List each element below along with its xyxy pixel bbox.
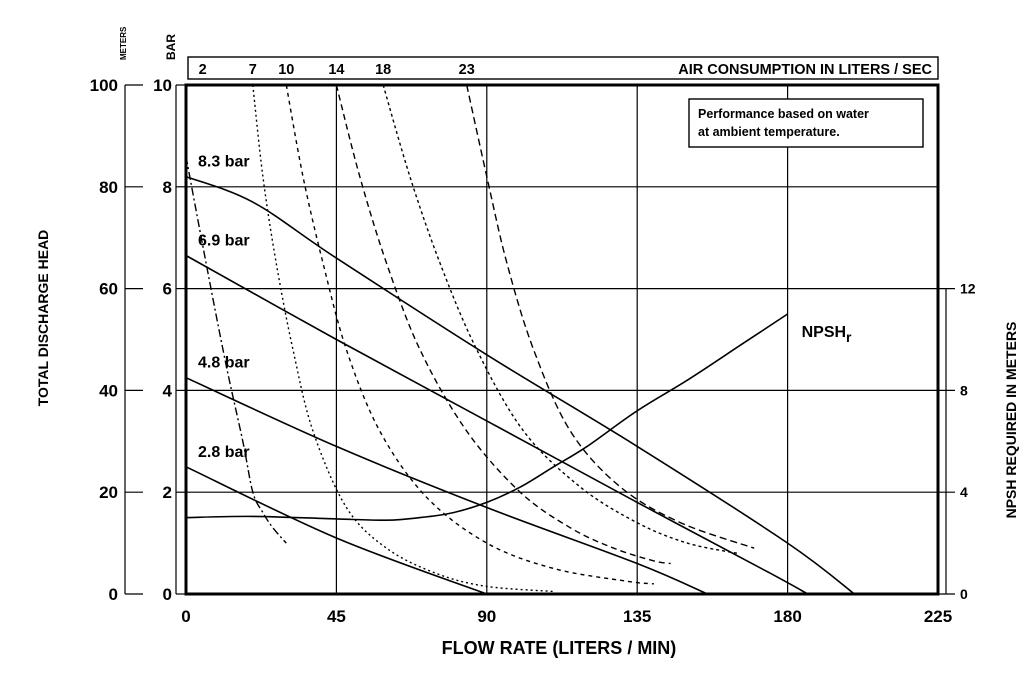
meters-tick-label: 20: [99, 483, 118, 502]
air-curve-5: [382, 84, 738, 554]
bar-tick-label: 0: [163, 585, 172, 604]
npsh-label-subscript: r: [846, 329, 852, 345]
air-consumption-title: AIR CONSUMPTION IN LITERS / SEC: [678, 62, 932, 78]
x-tick-label: 225: [924, 607, 952, 626]
performance-note-line: Performance based on water: [698, 107, 869, 121]
meters-tick-label: 100: [90, 76, 118, 95]
bar-tick-label: 8: [163, 178, 172, 197]
air-consumption-curves: [185, 84, 755, 593]
flow-rate-axis-title: FLOW RATE (LITERS / MIN): [442, 638, 677, 658]
discharge-head-axis-title: TOTAL DISCHARGE HEAD: [35, 230, 51, 407]
pressure-curve-label: 2.8 bar: [198, 444, 250, 461]
npsh-tick-label: 8: [960, 382, 968, 398]
air-consumption-label: 23: [459, 62, 475, 78]
pressure-curve-4: [185, 466, 488, 595]
pressure-curve-label: 6.9 bar: [198, 233, 250, 250]
pressure-curve-1: [185, 175, 855, 595]
npsh-label-main: NPSH: [802, 324, 846, 341]
meters-tick-label: 60: [99, 280, 118, 299]
air-consumption-label: 18: [375, 62, 391, 78]
x-tick-label: 45: [327, 607, 346, 626]
npsh-curve: [185, 313, 789, 522]
air-consumption-label: 7: [249, 62, 257, 78]
bar-unit-label: BAR: [164, 34, 178, 60]
air-consumption-strip: [187, 56, 939, 80]
x-tick-label: 180: [773, 607, 801, 626]
bar-tick-label: 2: [163, 483, 172, 502]
x-tick-label: 90: [477, 607, 496, 626]
meters-tick-label: 80: [99, 178, 118, 197]
npsh-axis-title: NPSH REQUIRED IN METERS: [1003, 322, 1019, 519]
air-curve-4: [335, 84, 671, 565]
performance-note-box: [688, 98, 924, 148]
bar-tick-label: 10: [153, 76, 172, 95]
pressure-curves: [185, 175, 855, 595]
pressure-curve-2: [185, 254, 809, 595]
x-tick-label: 135: [623, 607, 651, 626]
air-consumption-label: 2: [199, 62, 207, 78]
meters-tick-label: 40: [99, 381, 118, 400]
meters-tick-label: 0: [109, 585, 118, 604]
air-consumption-label: 14: [328, 62, 344, 78]
air-curve-6: [466, 84, 755, 549]
npsh-tick-label: 12: [960, 281, 976, 297]
frame: [124, 56, 955, 596]
air-curve-1: [185, 156, 287, 544]
labels: 8.3 bar 6.9 bar 4.8 bar 2.8 bar NPSHr 2 7 10 14 1…: [35, 26, 1019, 658]
performance-note-line: at ambient temperature.: [698, 125, 840, 139]
npsh-curve-group: [185, 313, 789, 522]
pressure-curve-3: [185, 376, 708, 595]
x-tick-label: 0: [181, 607, 190, 626]
bar-tick-label: 4: [163, 381, 173, 400]
meters-unit-label: METERS: [119, 26, 128, 60]
air-consumption-label: 10: [278, 62, 294, 78]
npsh-label: NPSHr: [802, 324, 852, 345]
bar-tick-label: 6: [163, 280, 172, 299]
npsh-tick-label: 4: [960, 484, 968, 500]
plot-frame: [184, 83, 940, 596]
npsh-tick-label: 0: [960, 586, 968, 602]
air-curve-3: [285, 84, 654, 585]
pressure-curve-label: 4.8 bar: [198, 355, 250, 372]
pressure-curve-label: 8.3 bar: [198, 154, 250, 171]
